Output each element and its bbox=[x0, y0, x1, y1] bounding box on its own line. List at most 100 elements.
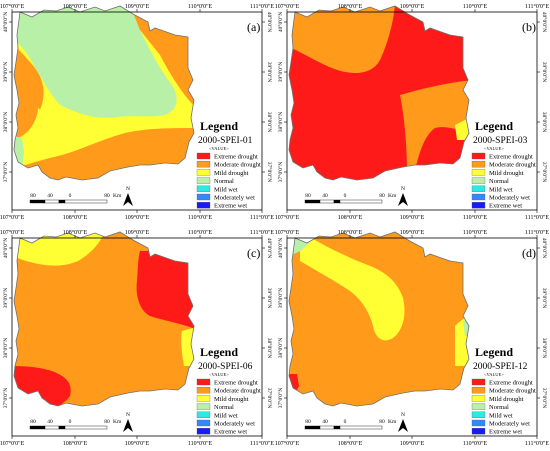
panel-letter-d: (d) bbox=[522, 246, 536, 260]
legend-title: Legend bbox=[200, 119, 238, 133]
scalebar-a: 80 40 0 80 KmN bbox=[29, 186, 133, 206]
scalebar-segment bbox=[333, 425, 341, 430]
x-label-top: 107°0'0"E bbox=[275, 3, 300, 10]
scalebar-b: 80 40 0 80 KmN bbox=[304, 186, 408, 206]
scalebar-c: 80 40 0 80 KmN bbox=[29, 412, 133, 432]
scalebar-segment bbox=[304, 199, 321, 204]
scalebar-d: 80 40 0 80 KmN bbox=[304, 412, 408, 432]
north-arrow-label: N bbox=[126, 186, 130, 192]
y-label-right: 39°0'0"N bbox=[541, 62, 548, 82]
x-label-bottom: 109°0'0"E bbox=[125, 440, 150, 447]
legend-class-label: Normal bbox=[214, 178, 234, 185]
zone-mild-central-d bbox=[300, 232, 405, 341]
legend-swatch bbox=[471, 411, 486, 418]
scalebar-tick-label: 80 bbox=[379, 193, 385, 199]
legend-class-label: Mild wet bbox=[489, 186, 513, 193]
y-label-right: 37°0'0"N bbox=[266, 388, 273, 408]
y-label-left: 40°0'0"N bbox=[2, 238, 9, 258]
scalebar-tick-label: 80 bbox=[379, 419, 385, 425]
legend-class-label: Extreme drought bbox=[214, 154, 258, 161]
legend-class-label: Moderate drought bbox=[214, 162, 261, 169]
zone-moderate-east-b bbox=[400, 80, 469, 172]
legend-swatch bbox=[471, 428, 486, 435]
legend-class-label: Mild drought bbox=[214, 396, 249, 403]
legend-title: Legend bbox=[475, 345, 513, 359]
y-label-left: 39°0'0"N bbox=[2, 62, 9, 82]
map-panel-c: 107°0'0"E 107°0'0"E 108°0'0"E 108°0'0"E 109°… bbox=[0, 226, 275, 451]
scalebar-tick-label: 0 bbox=[344, 419, 347, 425]
x-label-bottom: 110°0'0"E bbox=[188, 214, 213, 221]
y-label-right: 40°0'0"N bbox=[541, 238, 548, 258]
legend-class-label: Mild wet bbox=[214, 412, 238, 419]
map-frame-a: 107°0'0"E 107°0'0"E 108°0'0"E 108°0'0"E 109°… bbox=[0, 3, 274, 221]
y-label-right: 40°0'0"N bbox=[266, 238, 273, 258]
legend-swatch bbox=[471, 395, 486, 402]
y-label-left: 39°0'0"N bbox=[277, 288, 284, 308]
region-fills-a bbox=[14, 6, 194, 180]
map-panel-b: 107°0'0"E 107°0'0"E 108°0'0"E 108°0'0"E 109°… bbox=[275, 0, 550, 225]
scalebar-segment bbox=[64, 199, 108, 204]
scalebar-segment bbox=[319, 425, 335, 430]
x-label-bottom: 108°0'0"E bbox=[63, 214, 88, 221]
x-label-bottom: 111°0'0"E bbox=[250, 214, 274, 221]
region-outline-d bbox=[288, 231, 470, 407]
x-label-top: 107°0'0"E bbox=[0, 229, 25, 236]
y-label-left: 40°0'0"N bbox=[277, 12, 284, 32]
x-label-top: 110°0'0"E bbox=[188, 3, 213, 10]
scalebar-tick-label: 80 bbox=[305, 419, 311, 425]
zone-mild-east-c bbox=[181, 326, 194, 366]
legend-swatch bbox=[471, 378, 486, 386]
legend-class-label: Extreme wet bbox=[489, 203, 522, 210]
y-label-right: 38°0'0"N bbox=[266, 112, 273, 132]
scalebar-segment bbox=[304, 425, 321, 430]
legend-swatch bbox=[196, 428, 211, 435]
zone-mild-east-b bbox=[455, 115, 469, 140]
map-frame-c: 107°0'0"E 107°0'0"E 108°0'0"E 108°0'0"E 109°… bbox=[0, 229, 274, 447]
scalebar-segment bbox=[44, 425, 60, 430]
legend-subtitle-b: 2000-SPEI-03 bbox=[473, 136, 528, 146]
y-label-left: 39°0'0"N bbox=[277, 62, 284, 82]
legend-swatch bbox=[471, 152, 486, 160]
legend-class-label: Mild drought bbox=[489, 396, 524, 403]
region-fills-d bbox=[289, 232, 469, 406]
legend-class-label: Moderate drought bbox=[489, 388, 536, 395]
legend-class-label: Normal bbox=[489, 404, 509, 411]
y-label-right: 37°0'0"N bbox=[541, 388, 548, 408]
y-label-left: 37°0'0"N bbox=[2, 388, 9, 408]
north-arrow-label: N bbox=[126, 412, 130, 418]
scalebar-tick-label: 40 bbox=[47, 193, 53, 199]
x-label-top: 108°0'0"E bbox=[63, 229, 88, 236]
x-label-top: 110°0'0"E bbox=[463, 229, 488, 236]
y-label-right: 37°0'0"N bbox=[541, 162, 548, 182]
scalebar-tick-label: 80 bbox=[104, 419, 110, 425]
x-label-top: 111°0'0"E bbox=[525, 3, 549, 10]
scalebar-tick-label: 40 bbox=[322, 419, 328, 425]
scalebar-segment bbox=[339, 425, 383, 430]
legend-swatch bbox=[471, 202, 486, 209]
y-label-right: 39°0'0"N bbox=[266, 288, 273, 308]
x-label-top: 111°0'0"E bbox=[250, 3, 274, 10]
map-panel-c-svg: 107°0'0"E 107°0'0"E 108°0'0"E 108°0'0"E 109°… bbox=[0, 229, 274, 447]
y-label-right: 38°0'0"N bbox=[541, 112, 548, 132]
legend-swatch bbox=[196, 419, 211, 427]
legend-value-caption: <VALUE> bbox=[484, 372, 504, 377]
region-outline-c bbox=[13, 231, 195, 407]
legend-value-caption: <VALUE> bbox=[209, 372, 229, 377]
y-label-left: 38°0'0"N bbox=[2, 338, 9, 358]
zone-moderate-north-b bbox=[289, 6, 395, 73]
y-label-left: 37°0'0"N bbox=[277, 162, 284, 182]
legend-swatch bbox=[196, 202, 211, 209]
x-label-bottom: 108°0'0"E bbox=[63, 440, 88, 447]
y-label-left: 37°0'0"N bbox=[2, 162, 9, 182]
legend-class-label: Mild wet bbox=[214, 186, 238, 193]
scalebar-tick-label: 80 bbox=[30, 193, 36, 199]
x-label-bottom: 107°0'0"E bbox=[275, 214, 300, 221]
legend-swatch bbox=[471, 185, 486, 192]
legend-class-label: Extreme wet bbox=[214, 203, 247, 210]
scalebar-tick-label: 80 bbox=[30, 419, 36, 425]
legend-class-label: Extreme wet bbox=[489, 429, 522, 436]
north-arrow-icon bbox=[123, 193, 133, 206]
legend-value-caption: <VALUE> bbox=[209, 146, 229, 151]
